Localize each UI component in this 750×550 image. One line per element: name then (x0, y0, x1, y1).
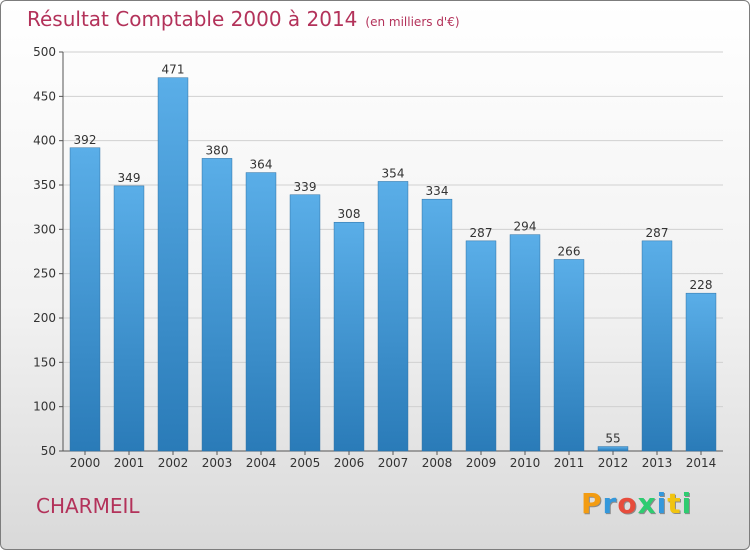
data-label-2006: 308 (338, 207, 361, 221)
x-tick-label: 2008 (422, 456, 453, 470)
x-tick-label: 2012 (598, 456, 629, 470)
x-tick-label: 2007 (378, 456, 409, 470)
x-tick-label: 2004 (246, 456, 277, 470)
y-tick-label: 200 (33, 311, 56, 325)
data-label-2010: 294 (514, 220, 537, 234)
data-label-2007: 354 (382, 166, 405, 180)
bar-2004 (245, 172, 277, 452)
x-tick-label: 2009 (466, 456, 497, 470)
bar-2010 (509, 234, 541, 452)
bar-2013 (641, 240, 673, 452)
logo-letter: i (656, 487, 668, 520)
y-tick-label: 300 (33, 222, 56, 236)
data-label-2004: 364 (250, 158, 273, 172)
bar-2001 (113, 185, 145, 452)
y-tick-label: 100 (33, 400, 56, 414)
x-tick-label: 2002 (158, 456, 189, 470)
y-tick-label: 500 (33, 45, 56, 59)
x-tick-label: 2014 (686, 456, 717, 470)
data-labels: 392 349 471 380 364 339 308 354 334 287 294 266 55 28… (74, 63, 713, 446)
data-label-2001: 349 (118, 171, 141, 185)
data-label-2012: 55 (605, 432, 620, 446)
data-label-2011: 266 (558, 244, 581, 258)
y-tick-label: 150 (33, 355, 56, 369)
bar-2014 (685, 292, 717, 452)
logo-letter: x (637, 487, 657, 520)
chart-title-main: Résultat Comptable 2000 à 2014 (27, 7, 358, 31)
logo-letter: o (617, 487, 638, 520)
bar-2007 (377, 181, 409, 452)
x-tick-label: 2001 (114, 456, 145, 470)
data-label-2013: 287 (646, 226, 669, 240)
x-tick-label: 2005 (290, 456, 321, 470)
bar-2012 (597, 446, 629, 452)
y-tick-label: 250 (33, 267, 56, 281)
x-tick-label: 2010 (510, 456, 541, 470)
bars (69, 77, 717, 452)
y-tick-label: 350 (33, 178, 56, 192)
data-label-2014: 228 (690, 278, 713, 292)
y-tick-label: 50 (41, 444, 56, 458)
bar-2005 (289, 194, 321, 452)
logo-letter: r (602, 487, 618, 520)
x-tick-label: 2000 (70, 456, 101, 470)
chart-title: Résultat Comptable 2000 à 2014 (en millie… (27, 7, 460, 31)
x-tick-label: 2011 (554, 456, 585, 470)
chart-title-unit: (en milliers d'€) (365, 15, 460, 29)
bar-2008 (421, 198, 453, 452)
bar-2003 (201, 158, 233, 452)
data-label-2000: 392 (74, 133, 97, 147)
y-tick-label: 450 (33, 89, 56, 103)
logo-letter: t (667, 487, 682, 520)
proxiti-logo: Proxiti (581, 487, 692, 520)
x-tick-label: 2006 (334, 456, 365, 470)
data-label-2003: 380 (206, 143, 229, 157)
data-label-2009: 287 (470, 226, 493, 240)
commune-name: CHARMEIL (36, 494, 140, 518)
data-label-2008: 334 (426, 184, 449, 198)
bar-2011 (553, 259, 585, 452)
bar-2002 (157, 77, 189, 452)
data-label-2002: 471 (162, 63, 185, 77)
tick-labels: 50 100 150 200 250 300 350 400 450 500 2000 2001 200… (33, 45, 716, 470)
bar-2009 (465, 240, 497, 452)
bar-2000 (69, 147, 101, 452)
logo-letter: P (581, 487, 603, 520)
data-label-2005: 339 (294, 180, 317, 194)
bar-2006 (333, 221, 365, 452)
x-tick-label: 2003 (202, 456, 233, 470)
y-tick-label: 400 (33, 134, 56, 148)
logo-letter: i (681, 487, 693, 520)
x-tick-label: 2013 (642, 456, 673, 470)
